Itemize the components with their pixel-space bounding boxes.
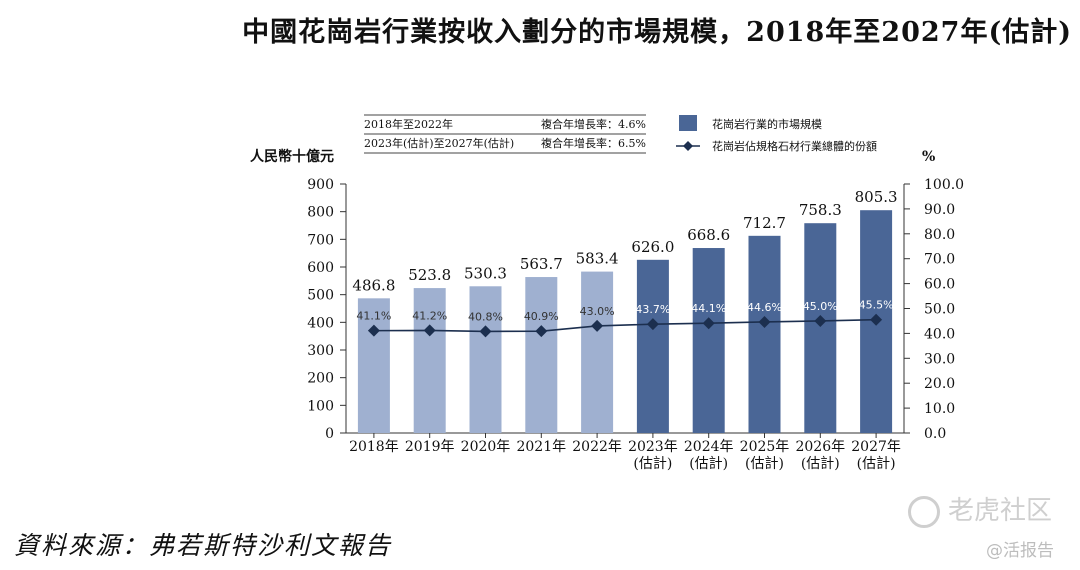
legend-line-label: 花崗岩佔規格石材行業總體的份額 — [712, 139, 877, 153]
cagr-period: 2018年至2022年 — [364, 117, 453, 131]
x-tick-sublabel: (估計) — [689, 456, 728, 472]
bar-value-label: 668.6 — [687, 226, 730, 244]
cagr-value: 複合年增長率：6.5% — [541, 136, 646, 150]
right-tick-label: 60.0 — [924, 277, 955, 293]
left-axis-label: 人民幣十億元 — [250, 148, 334, 165]
x-tick-label: 2021年 — [516, 439, 566, 455]
bar-value-label: 712.7 — [743, 214, 786, 232]
x-tick-label: 2020年 — [461, 439, 511, 455]
source-note: 資料來源：弗若斯特沙利文報告 — [14, 531, 393, 560]
share-point-2025年 — [758, 315, 771, 328]
bar-value-label: 523.8 — [408, 266, 451, 284]
share-point-2026年 — [814, 314, 827, 327]
bar-value-label: 758.3 — [799, 201, 842, 219]
left-tick-label: 700 — [307, 232, 334, 248]
bar-value-label: 805.3 — [855, 188, 898, 206]
watermark-handle: @活报告 — [986, 541, 1054, 561]
right-tick-label: 90.0 — [924, 202, 955, 218]
legend-bar-label: 花崗岩行業的市場規模 — [712, 117, 822, 131]
x-tick-label: 2022年 — [572, 439, 622, 455]
legend-diamond-icon — [683, 141, 693, 151]
watermark-brand: 老虎社区 — [908, 490, 1052, 528]
share-point-2024年 — [702, 317, 715, 330]
bar-2022年 — [581, 271, 614, 433]
cagr-period: 2023年(估計)至2027年(估計) — [364, 136, 514, 150]
watermark-brand-text: 老虎社区 — [948, 496, 1053, 526]
right-axis-label: % — [922, 149, 935, 165]
x-tick-label: 2025年 — [740, 439, 790, 455]
share-value-label: 41.2% — [412, 309, 447, 322]
x-tick-label: 2019年 — [405, 439, 455, 455]
chart-title: 中國花崗岩行業按收入劃分的市場規模，2018年至2027年(估計) — [242, 17, 1072, 48]
x-tick-label: 2026年 — [795, 439, 845, 455]
left-tick-label: 200 — [307, 371, 334, 387]
legend-bar-swatch — [679, 115, 697, 131]
bar-2020年 — [469, 286, 502, 433]
share-value-label: 45.0% — [803, 300, 838, 313]
right-tick-label: 0.0 — [924, 426, 946, 442]
right-tick-label: 50.0 — [924, 302, 955, 318]
x-tick-sublabel: (估計) — [745, 456, 784, 472]
x-tick-label: 2027年 — [851, 439, 901, 455]
bar-2023年 — [636, 259, 669, 433]
x-tick-sublabel: (估計) — [633, 456, 672, 472]
bar-2025年 — [748, 235, 781, 433]
share-point-2023年 — [646, 318, 659, 331]
left-tick-label: 0 — [325, 426, 334, 442]
cagr-value: 複合年增長率：4.6% — [541, 117, 646, 131]
share-point-2022年 — [591, 319, 604, 332]
share-point-2018年 — [367, 324, 380, 337]
share-value-label: 44.6% — [747, 301, 782, 314]
share-line — [373, 318, 877, 333]
x-tick-label: 2023年 — [628, 439, 678, 455]
tiger-logo-icon — [908, 495, 940, 528]
share-value-label: 40.8% — [468, 310, 503, 323]
bar-2021年 — [525, 277, 558, 433]
left-tick-label: 600 — [307, 260, 334, 276]
left-tick-label: 100 — [307, 398, 334, 414]
bar-value-label: 530.3 — [464, 264, 507, 282]
x-tick-label: 2024年 — [684, 439, 734, 455]
share-value-label: 43.7% — [635, 303, 670, 316]
bar-value-label: 563.7 — [520, 255, 563, 273]
left-tick-label: 500 — [307, 288, 334, 304]
bar-value-label: 626.0 — [631, 238, 674, 256]
share-point-2027年 — [870, 313, 883, 326]
right-tick-label: 70.0 — [924, 252, 955, 268]
share-value-label: 43.0% — [580, 305, 615, 318]
bar-2024年 — [692, 248, 725, 433]
right-tick-label: 80.0 — [924, 227, 955, 243]
share-value-label: 41.1% — [356, 310, 391, 323]
left-tick-label: 300 — [307, 343, 334, 359]
right-tick-label: 40.0 — [924, 326, 955, 342]
share-point-2020年 — [479, 325, 492, 338]
right-tick-label: 100.0 — [924, 177, 964, 193]
x-tick-label: 2018年 — [349, 439, 399, 455]
share-value-label: 45.5% — [859, 299, 894, 312]
left-tick-label: 800 — [307, 205, 334, 221]
right-tick-label: 20.0 — [924, 376, 955, 392]
bar-value-label: 583.4 — [576, 250, 619, 268]
bar-2026年 — [804, 223, 837, 433]
x-tick-sublabel: (估計) — [801, 456, 840, 472]
share-point-2019年 — [423, 324, 436, 337]
share-value-label: 40.9% — [524, 310, 559, 323]
bar-value-label: 486.8 — [352, 276, 395, 294]
left-tick-label: 400 — [307, 315, 334, 331]
share-value-label: 44.1% — [691, 302, 726, 315]
market-size-chart: 0 100 200 300 400 500 600 700 800 900 人民幣十億元 0.0 10.… — [250, 114, 964, 472]
right-tick-label: 10.0 — [924, 401, 955, 417]
right-tick-label: 30.0 — [924, 351, 955, 367]
bar-2019年 — [413, 288, 446, 433]
left-tick-label: 900 — [307, 177, 334, 193]
bar-2018年 — [357, 298, 390, 433]
share-point-2021年 — [535, 325, 548, 338]
x-tick-sublabel: (估計) — [857, 456, 896, 472]
